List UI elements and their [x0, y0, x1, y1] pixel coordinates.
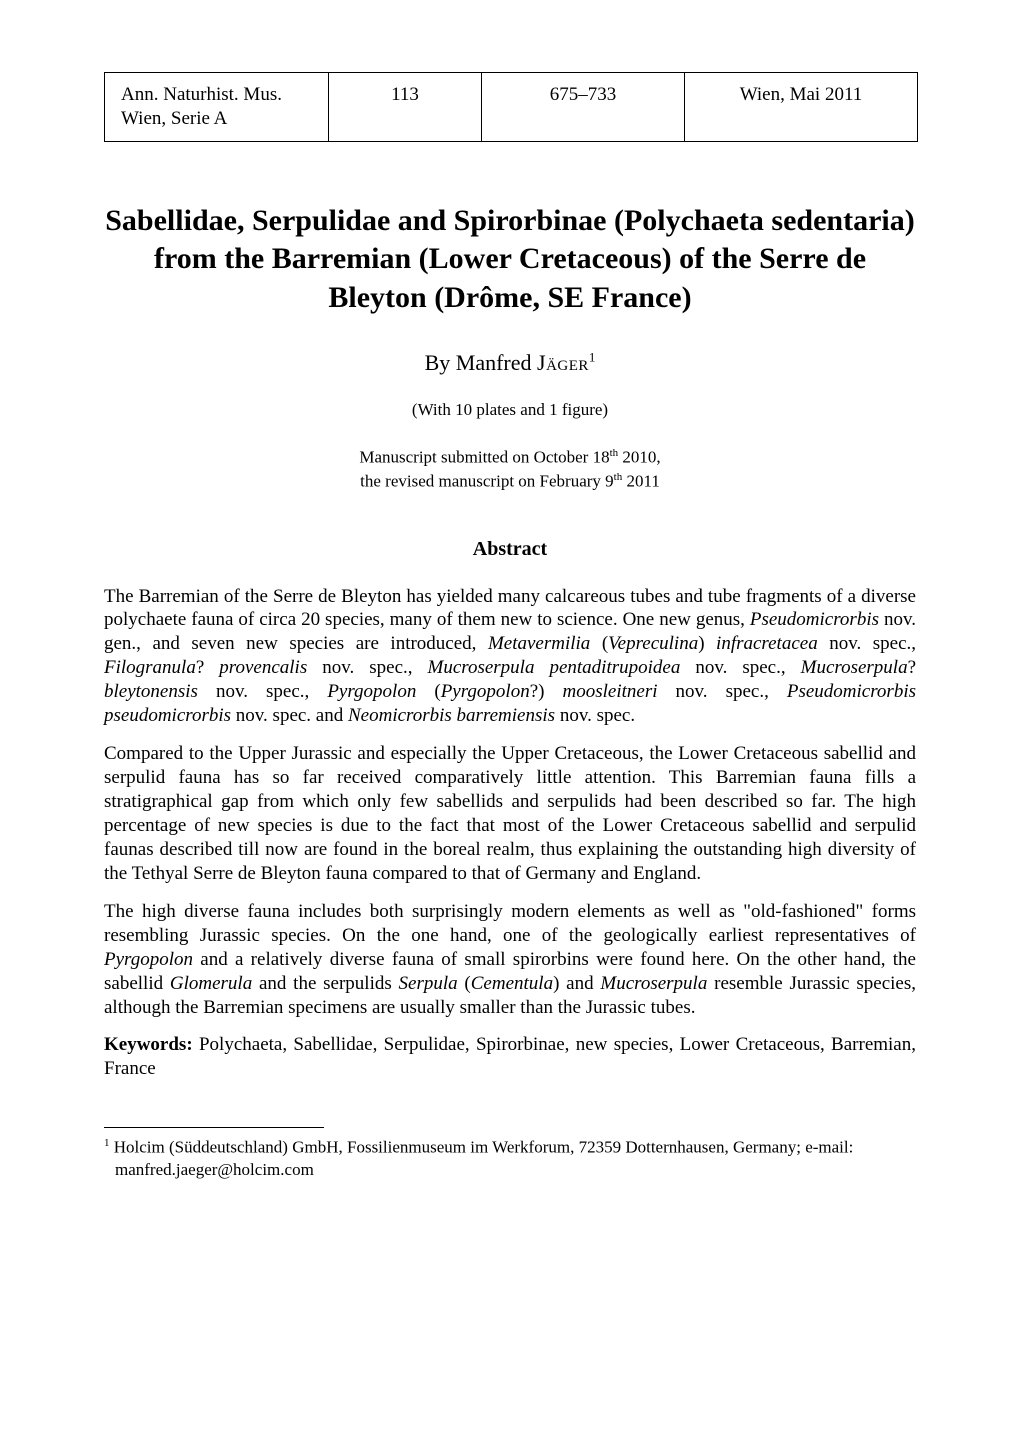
footnote-text: Holcim (Süddeutschland) GmbH, Fossilienm… — [110, 1138, 854, 1179]
author-first: Manfred — [456, 350, 532, 375]
submission-line1-sup: th — [610, 447, 619, 459]
abstract-heading: Abstract — [104, 537, 916, 562]
submission-line2-pre: the revised manuscript on February 9 — [360, 471, 614, 490]
submission-line1-pre: Manuscript submitted on October 18 — [359, 448, 609, 467]
keywords-text: Polychaeta, Sabellidae, Serpulidae, Spir… — [104, 1034, 916, 1079]
author-affil-mark: 1 — [589, 350, 596, 365]
submission-line2-sup: th — [614, 471, 623, 483]
author-line: By Manfred Jäger1 — [104, 349, 916, 377]
abstract-paragraph-1: The Barremian of the Serre de Bleyton ha… — [104, 585, 916, 729]
keywords: Keywords: Polychaeta, Sabellidae, Serpul… — [104, 1033, 916, 1081]
submission-info: Manuscript submitted on October 18th 201… — [104, 446, 916, 493]
footnote-rule — [104, 1127, 324, 1128]
submission-line1-post: 2010, — [618, 448, 661, 467]
journal-volume: 113 — [329, 73, 482, 141]
article-title: Sabellidae, Serpulidae and Spirorbinae (… — [104, 202, 916, 317]
journal-name: Ann. Naturhist. Mus. Wien, Serie A — [105, 73, 329, 141]
abstract-paragraph-2: Compared to the Upper Jurassic and espec… — [104, 742, 916, 886]
journal-header: Ann. Naturhist. Mus. Wien, Serie A 113 6… — [104, 72, 918, 142]
journal-pages: 675–733 — [482, 73, 685, 141]
author-by: By — [425, 350, 456, 375]
submission-line2-post: 2011 — [622, 471, 660, 490]
footnote: 1 Holcim (Süddeutschland) GmbH, Fossilie… — [104, 1136, 916, 1181]
plates-note: (With 10 plates and 1 figure) — [104, 399, 916, 420]
author-surname: Jäger — [537, 350, 589, 375]
abstract-paragraph-3: The high diverse fauna includes both sur… — [104, 900, 916, 1020]
keywords-label: Keywords: — [104, 1034, 193, 1055]
journal-date: Wien, Mai 2011 — [685, 73, 917, 141]
